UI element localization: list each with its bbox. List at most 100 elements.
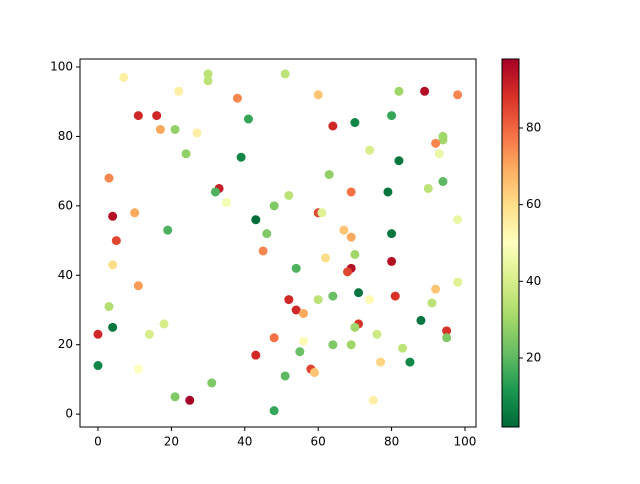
y-tick-label: 0 bbox=[65, 407, 73, 421]
point bbox=[163, 225, 173, 235]
point bbox=[280, 371, 290, 381]
point bbox=[346, 232, 356, 242]
point bbox=[93, 329, 103, 339]
point bbox=[321, 253, 331, 263]
point bbox=[354, 288, 364, 298]
colorbar bbox=[501, 58, 520, 428]
point bbox=[291, 305, 301, 315]
point bbox=[251, 350, 261, 360]
point bbox=[210, 187, 220, 197]
point bbox=[111, 236, 121, 246]
point bbox=[108, 211, 118, 221]
colorbar-tick-label: 80 bbox=[526, 121, 541, 135]
point bbox=[339, 225, 349, 235]
point bbox=[420, 86, 430, 96]
point bbox=[133, 111, 143, 121]
point bbox=[93, 361, 103, 371]
point bbox=[368, 395, 378, 405]
point bbox=[442, 333, 452, 343]
point bbox=[152, 111, 162, 121]
point bbox=[372, 329, 382, 339]
x-tick-label: 80 bbox=[384, 435, 399, 449]
point bbox=[192, 128, 202, 138]
point bbox=[365, 145, 375, 155]
point bbox=[313, 90, 323, 100]
point bbox=[159, 319, 169, 329]
point bbox=[133, 281, 143, 291]
point bbox=[269, 406, 279, 416]
x-tick-label: 0 bbox=[94, 435, 102, 449]
point bbox=[133, 364, 143, 374]
point bbox=[390, 291, 400, 301]
point bbox=[236, 152, 246, 162]
point bbox=[346, 187, 356, 197]
point bbox=[104, 302, 114, 312]
point bbox=[181, 149, 191, 159]
point bbox=[313, 295, 323, 305]
point bbox=[104, 173, 114, 183]
point bbox=[328, 121, 338, 131]
x-tick-label: 40 bbox=[237, 435, 252, 449]
point bbox=[221, 197, 231, 207]
point bbox=[295, 347, 305, 357]
point bbox=[299, 308, 309, 318]
point bbox=[185, 395, 195, 405]
y-tick-label: 40 bbox=[58, 268, 73, 282]
point bbox=[328, 340, 338, 350]
point bbox=[376, 357, 386, 367]
point bbox=[431, 138, 441, 148]
y-tick-label: 60 bbox=[58, 198, 73, 212]
point bbox=[394, 156, 404, 166]
point bbox=[262, 229, 272, 239]
point bbox=[438, 135, 448, 145]
point bbox=[203, 69, 213, 79]
point bbox=[453, 277, 463, 287]
colorbar-tick-label: 20 bbox=[526, 351, 541, 365]
y-tick-label: 80 bbox=[58, 129, 73, 143]
point bbox=[119, 72, 129, 82]
point bbox=[108, 260, 118, 270]
point bbox=[170, 392, 180, 402]
x-tick-label: 100 bbox=[454, 435, 477, 449]
point bbox=[350, 322, 360, 332]
point bbox=[174, 86, 184, 96]
point bbox=[350, 118, 360, 128]
point bbox=[280, 69, 290, 79]
point bbox=[398, 343, 408, 353]
point bbox=[170, 124, 180, 134]
point bbox=[317, 208, 327, 218]
point bbox=[251, 215, 261, 225]
point bbox=[434, 149, 444, 159]
point bbox=[269, 201, 279, 211]
point bbox=[427, 298, 437, 308]
point bbox=[232, 93, 242, 103]
point bbox=[405, 357, 415, 367]
point bbox=[269, 333, 279, 343]
point bbox=[365, 295, 375, 305]
point bbox=[431, 284, 441, 294]
x-tick-label: 20 bbox=[164, 435, 179, 449]
axes-frame bbox=[79, 58, 477, 428]
point bbox=[383, 187, 393, 197]
colorbar-tick-label: 40 bbox=[526, 274, 541, 288]
point bbox=[284, 190, 294, 200]
point bbox=[258, 246, 268, 256]
y-tick-label: 20 bbox=[58, 337, 73, 351]
point bbox=[387, 229, 397, 239]
point bbox=[207, 378, 217, 388]
point bbox=[438, 177, 448, 187]
point bbox=[299, 336, 309, 346]
point bbox=[394, 86, 404, 96]
point bbox=[144, 329, 154, 339]
y-tick-label: 100 bbox=[50, 59, 73, 73]
point bbox=[243, 114, 253, 124]
point bbox=[346, 340, 356, 350]
point bbox=[291, 263, 301, 273]
point bbox=[453, 90, 463, 100]
point bbox=[284, 295, 294, 305]
point bbox=[423, 183, 433, 193]
point bbox=[387, 256, 397, 266]
point bbox=[387, 111, 397, 121]
point bbox=[203, 76, 213, 86]
point bbox=[130, 208, 140, 218]
